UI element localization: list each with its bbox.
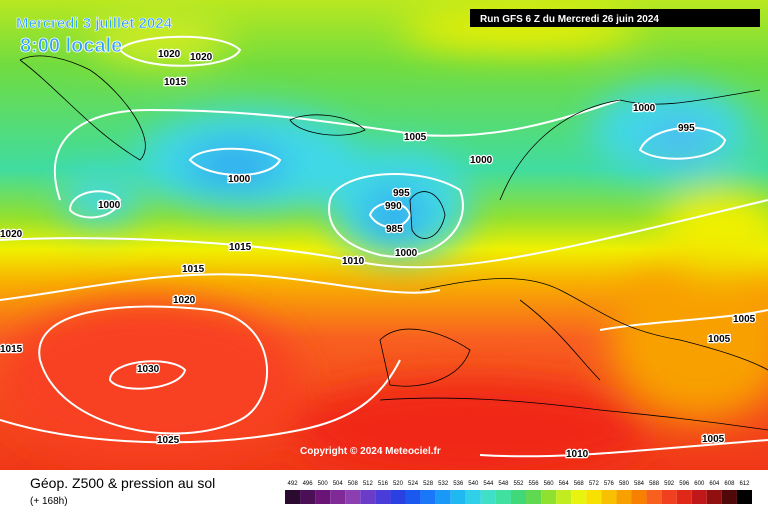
colorbar-label: 560 — [544, 481, 555, 487]
colorbar-label: 512 — [363, 481, 374, 487]
colorbar-cell — [721, 490, 737, 504]
colorbar-cell — [646, 490, 662, 504]
colorbar-cell — [541, 490, 557, 504]
colorbar-label: 508 — [348, 481, 359, 487]
colorbar-label: 556 — [529, 481, 540, 487]
colorbar-label: 500 — [318, 481, 329, 487]
isobar-label: 995 — [678, 123, 695, 134]
isobar-label: 1020 — [0, 229, 23, 240]
isobar-label: 1005 — [702, 434, 725, 445]
colorbar-cell — [556, 490, 572, 504]
colorbar-cell — [495, 490, 511, 504]
colorbar-cell — [435, 490, 451, 504]
isobar-label: 1015 — [229, 242, 252, 253]
colorbar-label: 544 — [483, 481, 494, 487]
isobar-label: 1020 — [173, 295, 196, 306]
isobar-label: 1000 — [395, 248, 418, 259]
colorbar-cell — [450, 490, 466, 504]
colorbar-cell — [420, 490, 436, 504]
colorbar: 492 496 500 504 508 512 516 520 524 528 532 536 540 5… — [285, 481, 752, 504]
copyright: Copyright © 2024 Meteociel.fr — [300, 446, 441, 457]
date: Mercredi 3 juillet 2024 — [16, 15, 173, 32]
isobar-label: 1005 — [708, 334, 731, 345]
colorbar-cell — [661, 490, 677, 504]
colorbar-label: 536 — [453, 481, 464, 487]
isobar-label: 995 — [393, 188, 410, 199]
colorbar-cell — [405, 490, 421, 504]
isobar-label: 1015 — [0, 344, 23, 355]
colorbar-label: 596 — [679, 481, 690, 487]
colorbar-cell — [315, 490, 331, 504]
legend-subtitle: (+ 168h) — [30, 496, 68, 507]
isobar-label: 1020 — [158, 49, 181, 60]
colorbar-cell — [676, 490, 692, 504]
colorbar-cell — [691, 490, 707, 504]
colorbar-label: 604 — [709, 481, 720, 487]
isobar-label: 1000 — [228, 174, 251, 185]
isobar-label: 1025 — [157, 435, 180, 446]
colorbar-cell — [736, 490, 752, 504]
colorbar-label: 540 — [468, 481, 479, 487]
colorbar-label: 572 — [589, 481, 600, 487]
colorbar-cell — [480, 490, 496, 504]
colorbar-cell — [330, 490, 346, 504]
colorbar-label: 600 — [694, 481, 705, 487]
colorbar-cell — [631, 490, 647, 504]
isobar-label: 1015 — [164, 77, 187, 88]
run-box — [470, 9, 760, 27]
isobar-label: 1000 — [633, 103, 656, 114]
colorbar-cell — [586, 490, 602, 504]
legend-title: Géop. Z500 & pression au sol — [30, 475, 215, 491]
colorbar-label: 608 — [724, 481, 735, 487]
colorbar-label: 524 — [408, 481, 419, 487]
isobar-label: 1030 — [137, 364, 160, 375]
colorbar-label: 588 — [649, 481, 660, 487]
colorbar-label: 564 — [559, 481, 570, 487]
colorbar-label: 504 — [333, 481, 344, 487]
colorbar-cell — [706, 490, 722, 504]
isobar-label: 990 — [385, 201, 402, 212]
colorbar-cell — [601, 490, 617, 504]
isobar-label: 1020 — [190, 52, 213, 63]
colorbar-cell — [285, 490, 301, 504]
colorbar-cell — [345, 490, 361, 504]
run-info: Run GFS 6 Z du Mercredi 26 juin 2024 — [480, 14, 659, 25]
coastlines — [19, 55, 768, 431]
colorbar-cell — [300, 490, 316, 504]
isobar-label: 1010 — [566, 449, 589, 460]
isobar-labels: 1020 1020 1015 1005 1000 1000 1000 995 995 990 985… — [0, 48, 757, 462]
colorbar-cell — [510, 490, 527, 504]
colorbar-label: 528 — [423, 481, 434, 487]
isobar-label: 1010 — [342, 256, 365, 267]
colorbar-label: 612 — [739, 481, 750, 487]
colorbar-label: 520 — [393, 481, 404, 487]
isobars — [0, 35, 768, 458]
isobar-label: 1000 — [470, 155, 493, 166]
isobar-label: 1015 — [182, 264, 205, 275]
colorbar-label: 580 — [619, 481, 630, 487]
colorbar-cell — [465, 490, 481, 504]
colorbar-label: 492 — [288, 481, 299, 487]
colorbar-cell — [360, 490, 376, 504]
colorbar-label: 552 — [513, 481, 524, 487]
colorbar-label: 532 — [438, 481, 449, 487]
colorbar-cell — [375, 490, 391, 504]
colorbar-cell — [571, 490, 587, 504]
isobar-label: 1000 — [98, 200, 121, 211]
colorbar-label: 576 — [604, 481, 615, 487]
colorbar-label: 548 — [498, 481, 509, 487]
colorbar-cell — [616, 490, 632, 504]
colorbar-label: 496 — [303, 481, 314, 487]
colorbar-label: 568 — [574, 481, 585, 487]
isobar-label: 1005 — [733, 314, 756, 325]
colorbar-label: 584 — [634, 481, 645, 487]
colorbar-cell — [526, 490, 542, 504]
isobar-label: 985 — [386, 224, 403, 235]
time: 8:00 locale — [20, 35, 122, 57]
isobar-label: 1005 — [404, 132, 427, 143]
colorbar-cell — [390, 490, 406, 504]
colorbar-label: 592 — [664, 481, 675, 487]
colorbar-label: 516 — [378, 481, 389, 487]
